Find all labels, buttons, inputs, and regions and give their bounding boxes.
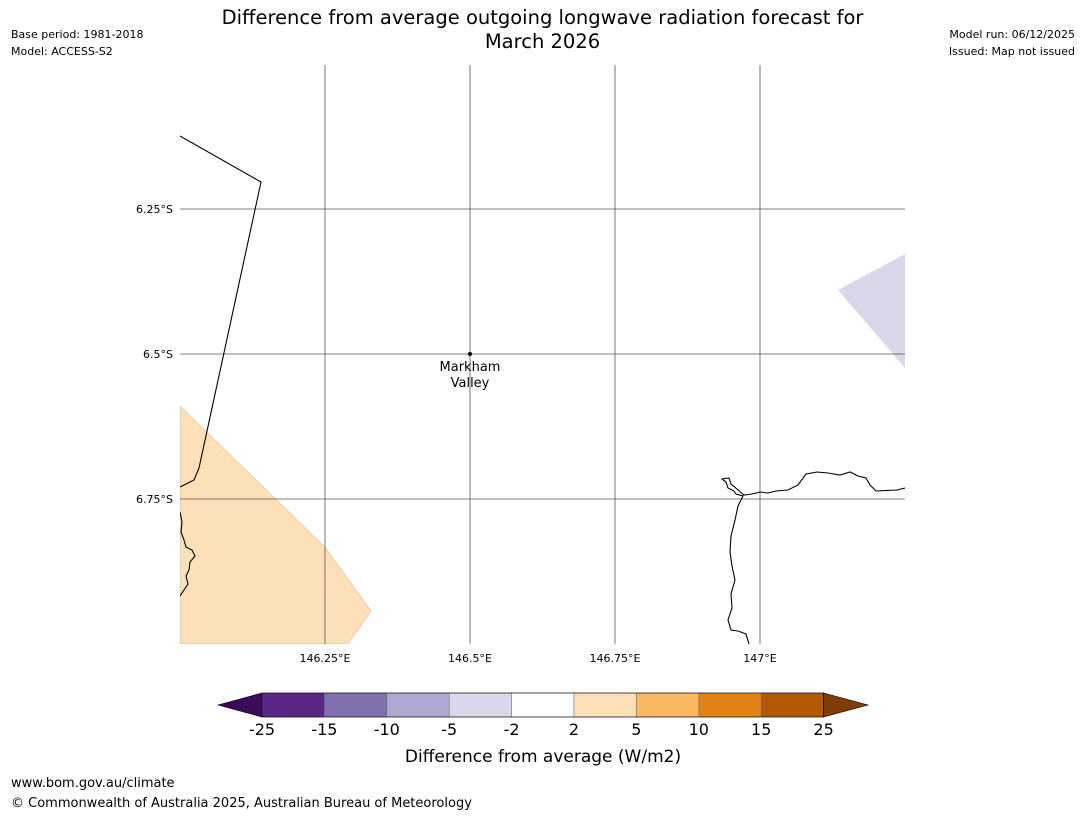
colorbar-tick-label: 10	[689, 720, 709, 739]
colorbar-cell	[636, 692, 700, 718]
colorbar-tick-label: 15	[751, 720, 771, 739]
positive-anomaly-region	[180, 405, 372, 644]
colorbar-tick-label: 25	[813, 720, 833, 739]
metadata-left: Base period: 1981-2018 Model: ACCESS-S2	[11, 26, 143, 60]
colorbar-cell	[324, 692, 388, 718]
base-period-text: Base period: 1981-2018	[11, 28, 144, 41]
colorbar-low-extension	[216, 692, 263, 718]
colorbar-cell	[511, 692, 575, 718]
colorbar-cell	[573, 692, 637, 718]
colorbar-tick-label: 5	[631, 720, 641, 739]
footer: www.bom.gov.au/climate © Commonwealth of…	[11, 774, 472, 814]
title-line-2: March 2026	[484, 30, 601, 53]
colorbar-tick-label: -25	[249, 720, 275, 739]
coastline-east	[720, 471, 905, 644]
colorbar-tick-label: -5	[441, 720, 457, 739]
markham-valley-marker	[468, 352, 472, 356]
graticule	[180, 65, 905, 644]
colorbar: -25 -15 -10 -5 -2 2 5 10 15 25 Differenc…	[216, 692, 870, 767]
footer-url: www.bom.gov.au/climate	[11, 776, 175, 791]
longitude-label: 146.75°E	[590, 652, 641, 665]
colorbar-tick-label: -2	[504, 720, 520, 739]
title-line-1: Difference from average outgoing longwav…	[221, 6, 864, 29]
colorbar-frame	[261, 692, 824, 718]
coastlines	[180, 135, 905, 644]
issued-text: Issued: Map not issued	[948, 45, 1075, 58]
coastline-west	[180, 511, 196, 597]
colorbar-tick-label: 2	[569, 720, 579, 739]
map-title: Difference from average outgoing longwav…	[0, 6, 1085, 54]
latitude-label: 6.5°S	[143, 348, 173, 361]
colorbar-cell	[698, 692, 762, 718]
colorbar-tick-label: -15	[311, 720, 337, 739]
colorbar-cell	[386, 692, 450, 718]
place-label-line-1: Markham	[440, 360, 501, 375]
colorbar-title: Difference from average (W/m2)	[405, 747, 681, 767]
colorbar-cells	[261, 692, 824, 718]
colorbar-high-extension	[823, 692, 870, 718]
footer-copyright: © Commonwealth of Australia 2025, Austra…	[11, 796, 472, 811]
longitude-label: 146.25°E	[300, 652, 351, 665]
model-run-text: Model run: 06/12/2025	[949, 28, 1075, 41]
colorbar-cell	[261, 692, 325, 718]
colorbar-cell	[448, 692, 512, 718]
colorbar-cell	[760, 692, 824, 718]
map-area	[180, 65, 905, 644]
metadata-right: Model run: 06/12/2025 Issued: Map not is…	[949, 26, 1075, 60]
negative-anomaly-region	[838, 254, 905, 368]
latitude-label: 6.75°S	[136, 493, 173, 506]
colorbar-tick-label: -10	[374, 720, 400, 739]
model-text: Model: ACCESS-S2	[11, 45, 113, 58]
longitude-label: 147°E	[743, 652, 776, 665]
colorbar-tick-labels: -25 -15 -10 -5 -2 2 5 10 15 25	[249, 720, 834, 739]
latitude-label: 6.25°S	[136, 203, 173, 216]
longitude-label: 146.5°E	[448, 652, 492, 665]
province-boundary	[180, 135, 262, 488]
place-label-line-2: Valley	[451, 376, 490, 391]
